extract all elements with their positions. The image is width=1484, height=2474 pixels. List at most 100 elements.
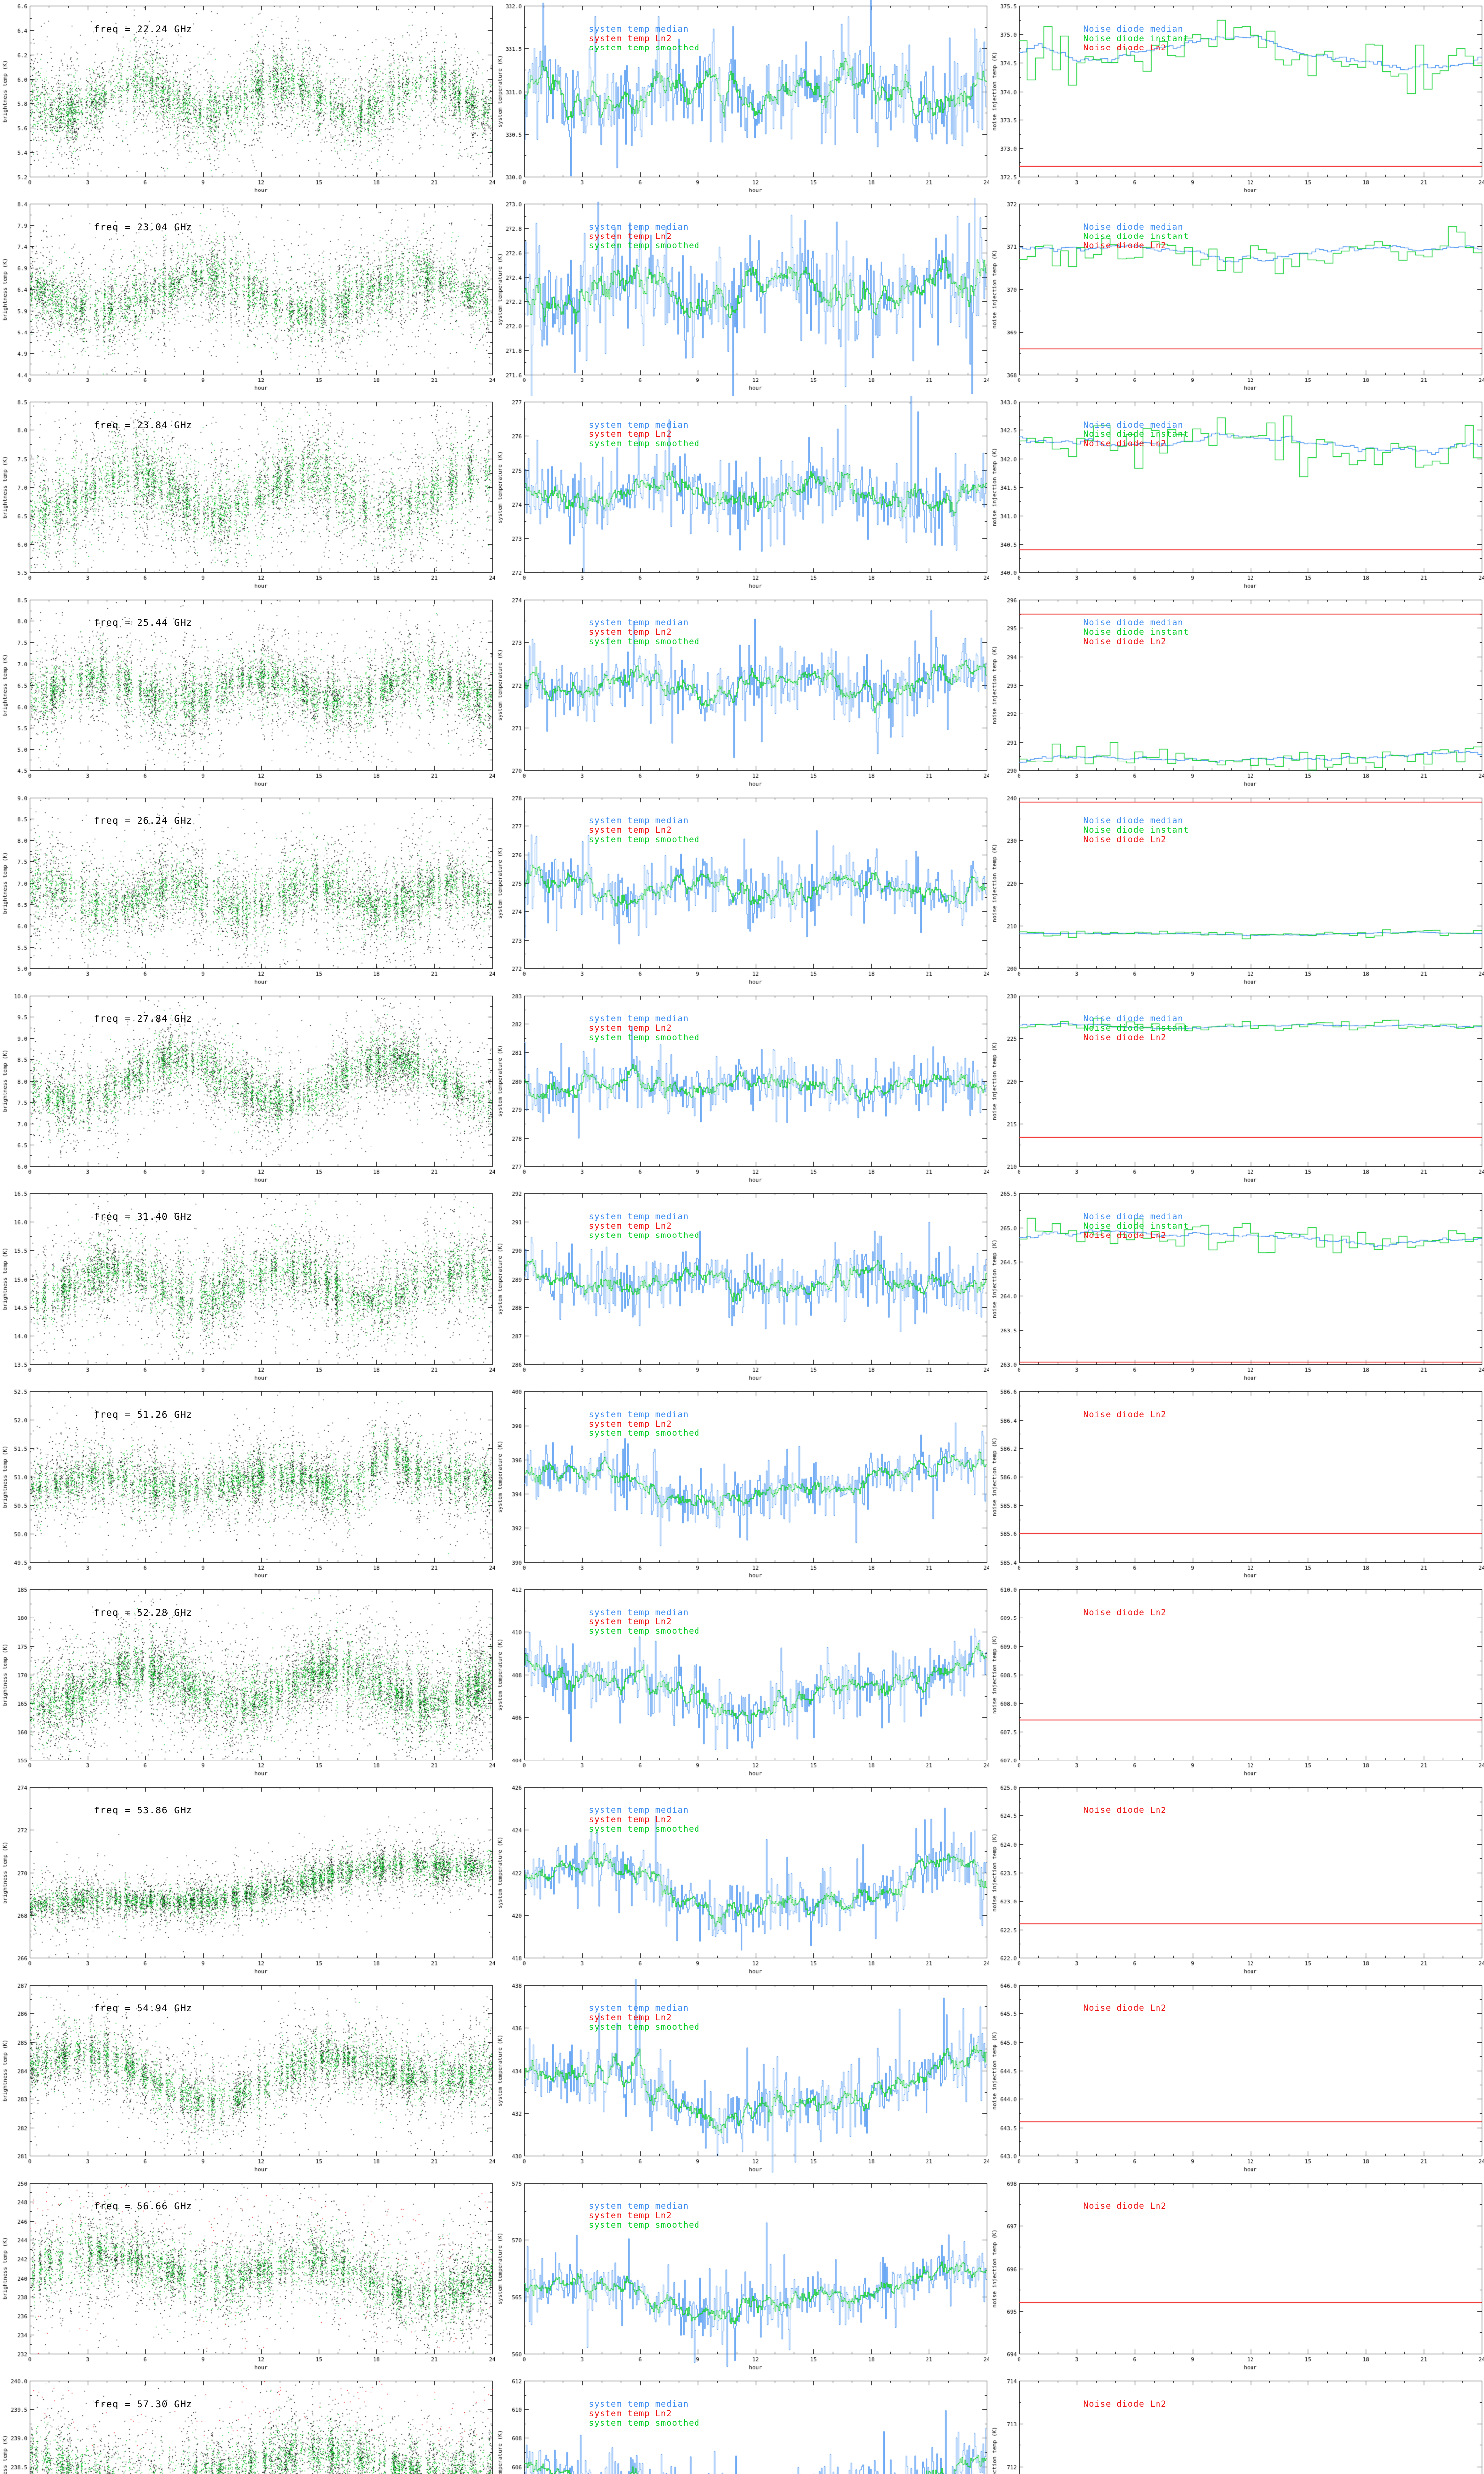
noise-diode-chart-row7 bbox=[989, 1188, 1484, 1385]
noise-diode-chart-row6 bbox=[989, 990, 1484, 1188]
noise-diode-chart-row8 bbox=[989, 1385, 1484, 1583]
legend-item: system temp Ln2 bbox=[589, 232, 672, 241]
noise-diode-chart-row11 bbox=[989, 1979, 1484, 2177]
freq-label: freq = 51.26 GHz bbox=[94, 1409, 193, 1420]
system-temp-chart-row6 bbox=[495, 990, 989, 1188]
plot-cell-row6-c3: Noise diode median Noise diode instant Noi… bbox=[989, 990, 1484, 1188]
system-temp-chart-row10 bbox=[495, 1781, 989, 1979]
noise-diode-legend: Noise diode Ln2 bbox=[1083, 1806, 1167, 1815]
legend-item: Noise diode Ln2 bbox=[1083, 1608, 1167, 1618]
noise-diode-chart-row3 bbox=[989, 396, 1484, 594]
plot-cell-row5-c2: system temp median system temp Ln2 system … bbox=[495, 792, 989, 990]
noise-diode-chart-row2 bbox=[989, 198, 1484, 396]
system-temp-chart-row4 bbox=[495, 594, 989, 792]
plot-cell-row8-c3: Noise diode Ln2 bbox=[989, 1385, 1484, 1583]
legend-item: Noise diode instant bbox=[1083, 627, 1189, 637]
legend-item: Noise diode median bbox=[1083, 816, 1184, 826]
legend-item: Noise diode Ln2 bbox=[1083, 241, 1167, 251]
legend-item: Noise diode instant bbox=[1083, 1023, 1189, 1033]
legend-item: system temp smoothed bbox=[589, 241, 700, 251]
plot-cell-row12-c2: system temp median system temp Ln2 system … bbox=[495, 2177, 989, 2375]
system-temp-legend: system temp median system temp Ln2 system … bbox=[589, 2004, 700, 2032]
plot-cell-row1-c2: system temp median system temp Ln2 system … bbox=[495, 0, 989, 198]
legend-item: Noise diode median bbox=[1083, 420, 1184, 430]
legend-item: Noise diode Ln2 bbox=[1083, 1033, 1167, 1043]
legend-item: system temp smoothed bbox=[589, 835, 700, 845]
system-temp-legend: system temp median system temp Ln2 system … bbox=[589, 618, 700, 647]
legend-item: system temp median bbox=[589, 24, 689, 34]
freq-label: freq = 26.24 GHz bbox=[94, 815, 193, 826]
brightness-temp-chart-row1 bbox=[0, 0, 495, 198]
freq-label: freq = 54.94 GHz bbox=[94, 2003, 193, 2014]
brightness-temp-chart-row5 bbox=[0, 792, 495, 990]
plot-cell-row4-c3: Noise diode median Noise diode instant Noi… bbox=[989, 594, 1484, 792]
system-temp-chart-row1 bbox=[495, 0, 989, 198]
noise-diode-legend: Noise diode median Noise diode instant Noi… bbox=[1083, 618, 1189, 647]
legend-item: Noise diode instant bbox=[1083, 34, 1189, 44]
brightness-temp-chart-row9 bbox=[0, 1583, 495, 1781]
plot-cell-row13-c3: Noise diode Ln2 bbox=[989, 2375, 1484, 2474]
freq-label: freq = 56.66 GHz bbox=[94, 2201, 193, 2212]
plot-cell-row7-c1: freq = 31.40 GHz bbox=[0, 1188, 495, 1385]
legend-item: Noise diode Ln2 bbox=[1083, 1231, 1167, 1240]
brightness-temp-chart-row3 bbox=[0, 396, 495, 594]
noise-diode-legend: Noise diode Ln2 bbox=[1083, 1608, 1167, 1618]
system-temp-chart-row8 bbox=[495, 1385, 989, 1583]
plot-cell-row13-c1: freq = 57.30 GHz bbox=[0, 2375, 495, 2474]
legend-item: Noise diode median bbox=[1083, 1212, 1184, 1222]
legend-item: system temp Ln2 bbox=[589, 627, 672, 637]
system-temp-legend: system temp median system temp Ln2 system … bbox=[589, 2202, 700, 2230]
noise-diode-legend: Noise diode Ln2 bbox=[1083, 1410, 1167, 1420]
freq-label: freq = 57.30 GHz bbox=[94, 2399, 193, 2410]
noise-diode-chart-row9 bbox=[989, 1583, 1484, 1781]
plot-cell-row13-c2: system temp median system temp Ln2 system … bbox=[495, 2375, 989, 2474]
noise-diode-legend: Noise diode median Noise diode instant Noi… bbox=[1083, 421, 1189, 449]
plot-cell-row2-c2: system temp median system temp Ln2 system … bbox=[495, 198, 989, 396]
noise-diode-legend: Noise diode median Noise diode instant Noi… bbox=[1083, 1014, 1189, 1043]
legend-item: Noise diode Ln2 bbox=[1083, 1806, 1167, 1815]
freq-label: freq = 53.86 GHz bbox=[94, 1805, 193, 1816]
legend-item: system temp median bbox=[589, 2201, 689, 2211]
system-temp-chart-row7 bbox=[495, 1188, 989, 1385]
legend-item: Noise diode instant bbox=[1083, 1221, 1189, 1231]
system-temp-legend: system temp median system temp Ln2 system … bbox=[589, 1608, 700, 1636]
brightness-temp-chart-row8 bbox=[0, 1385, 495, 1583]
legend-item: system temp smoothed bbox=[589, 1824, 700, 1834]
legend-item: system temp median bbox=[589, 1014, 689, 1024]
plot-cell-row9-c2: system temp median system temp Ln2 system … bbox=[495, 1583, 989, 1781]
plot-cell-row3-c2: system temp median system temp Ln2 system … bbox=[495, 396, 989, 594]
plot-cell-row9-c3: Noise diode Ln2 bbox=[989, 1583, 1484, 1781]
system-temp-chart-row5 bbox=[495, 792, 989, 990]
plot-cell-row4-c1: freq = 25.44 GHz bbox=[0, 594, 495, 792]
system-temp-chart-row2 bbox=[495, 198, 989, 396]
legend-item: Noise diode Ln2 bbox=[1083, 439, 1167, 449]
legend-item: system temp Ln2 bbox=[589, 1419, 672, 1429]
legend-item: Noise diode median bbox=[1083, 1014, 1184, 1024]
plot-cell-row1-c1: freq = 22.24 GHz bbox=[0, 0, 495, 198]
noise-diode-chart-row13 bbox=[989, 2375, 1484, 2474]
system-temp-legend: system temp median system temp Ln2 system … bbox=[589, 816, 700, 845]
plot-cell-row10-c2: system temp median system temp Ln2 system … bbox=[495, 1781, 989, 1979]
plot-cell-row9-c1: freq = 52.28 GHz bbox=[0, 1583, 495, 1781]
legend-item: system temp Ln2 bbox=[589, 34, 672, 44]
plot-cell-row10-c1: freq = 53.86 GHz bbox=[0, 1781, 495, 1979]
system-temp-legend: system temp median system temp Ln2 system … bbox=[589, 1212, 700, 1240]
freq-label: freq = 25.44 GHz bbox=[94, 618, 193, 628]
system-temp-legend: system temp median system temp Ln2 system … bbox=[589, 421, 700, 449]
noise-diode-legend: Noise diode median Noise diode instant Noi… bbox=[1083, 816, 1189, 845]
noise-diode-chart-row4 bbox=[989, 594, 1484, 792]
plot-cell-row6-c2: system temp median system temp Ln2 system … bbox=[495, 990, 989, 1188]
legend-item: system temp smoothed bbox=[589, 2220, 700, 2230]
system-temp-chart-row12 bbox=[495, 2177, 989, 2375]
legend-item: Noise diode Ln2 bbox=[1083, 835, 1167, 845]
legend-item: Noise diode Ln2 bbox=[1083, 1410, 1167, 1420]
freq-label: freq = 27.84 GHz bbox=[94, 1013, 193, 1024]
noise-diode-legend: Noise diode Ln2 bbox=[1083, 2004, 1167, 2013]
legend-item: system temp median bbox=[589, 222, 689, 232]
legend-item: system temp median bbox=[589, 420, 689, 430]
legend-item: Noise diode instant bbox=[1083, 232, 1189, 241]
legend-item: Noise diode Ln2 bbox=[1083, 43, 1167, 53]
plot-cell-row5-c3: Noise diode median Noise diode instant Noi… bbox=[989, 792, 1484, 990]
legend-item: system temp Ln2 bbox=[589, 2409, 672, 2419]
plot-cell-row5-c1: freq = 26.24 GHz bbox=[0, 792, 495, 990]
